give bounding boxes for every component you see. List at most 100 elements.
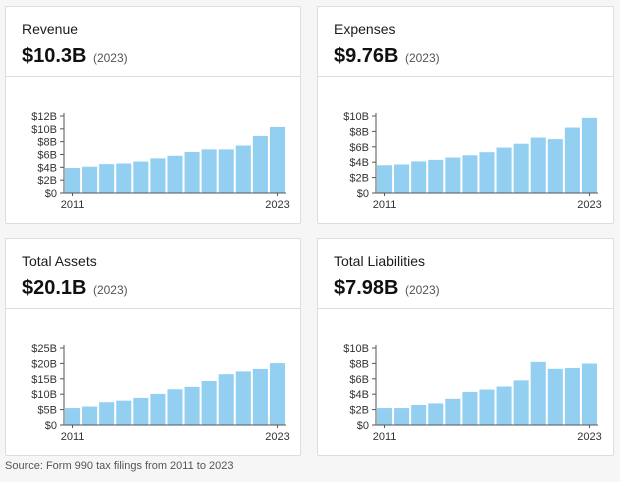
bar-2017	[479, 389, 495, 425]
bar-2011	[377, 408, 393, 425]
y-tick-label: $2B	[349, 405, 369, 417]
x-tick-label: 2023	[265, 431, 289, 443]
bar-2020	[218, 374, 234, 425]
bar-2021	[547, 139, 563, 193]
bar-2013	[411, 161, 427, 193]
x-tick-label: 2023	[265, 199, 289, 211]
bar-2014	[116, 400, 132, 425]
bar-2017	[167, 155, 183, 193]
y-tick-label: $4B	[37, 162, 57, 174]
y-tick-label: $0	[357, 420, 369, 432]
y-tick-label: $12B	[31, 111, 57, 123]
card-title: Revenue	[22, 21, 79, 37]
revenue-card: Revenue $10.3B (2023) $0 $2B $4B $6B $8B $10B…	[5, 6, 301, 224]
bar-2014	[428, 403, 444, 425]
bar-2020	[530, 361, 546, 425]
total-liabilities-bar-chart: $0 $2B $4B $6B $8B $10B 2011 2023	[343, 343, 601, 443]
bar-2016	[150, 158, 166, 193]
y-tick-label: $0	[45, 188, 57, 200]
x-tick-label: 2011	[373, 431, 397, 443]
bar-2021	[235, 371, 251, 425]
bar-2020	[530, 137, 546, 193]
x-tick-label: 2023	[577, 199, 601, 211]
total-assets-bar-chart: $0 $5B $10B $15B $20B $25B 2011 2023	[31, 343, 289, 443]
expenses-bar-chart: $0 $2B $4B $6B $8B $10B 2011 2023	[343, 111, 601, 211]
card-title: Total Liabilities	[334, 253, 426, 269]
bar-2019	[513, 143, 529, 193]
bar-2023	[581, 363, 597, 425]
bar-2012	[394, 164, 410, 193]
total-assets-card: Total Assets $20.1B (2023) $0 $5B $10B $15B…	[5, 238, 301, 456]
x-tick-label: 2011	[61, 199, 85, 211]
bar-2016	[150, 393, 166, 425]
card-header: Expenses $9.76B (2023)	[318, 7, 613, 77]
y-tick-label: $10B	[343, 111, 369, 123]
source-note: Source: Form 990 tax filings from 2011 t…	[5, 460, 234, 472]
bar-2015	[445, 157, 461, 193]
bar-2016	[462, 391, 478, 425]
bar-2018	[496, 147, 512, 193]
card-headline-year: (2023)	[404, 283, 440, 297]
bar-2018	[496, 386, 512, 425]
y-tick-label: $0	[45, 420, 57, 432]
card-title: Total Assets	[22, 253, 97, 269]
bar-2018	[184, 151, 200, 193]
y-tick-label: $10B	[343, 343, 369, 355]
bar-2015	[133, 397, 149, 425]
card-headline-year: (2023)	[92, 51, 128, 65]
y-tick-label: $6B	[37, 150, 57, 162]
revenue-bar-chart: $0$2B$4B$6B$8B$10B$12B 2011 2023	[31, 111, 289, 211]
bar-2018	[184, 386, 200, 425]
card-headline-value: $9.76B	[334, 45, 399, 67]
bar-2016	[462, 155, 478, 193]
bar-2020	[218, 149, 234, 193]
y-tick-label: $15B	[31, 374, 57, 386]
bar-2012	[82, 406, 98, 425]
bar-2015	[445, 398, 461, 425]
card-headline-value: $20.1B	[22, 277, 87, 299]
bar-2022	[252, 368, 268, 425]
expenses-card: Expenses $9.76B (2023) $0 $2B $4B $6B $8B $10…	[317, 6, 614, 224]
x-tick-label: 2023	[577, 431, 601, 443]
card-headline-year: (2023)	[404, 51, 440, 65]
y-tick-label: $10B	[31, 389, 57, 401]
card-header: Total Liabilities $7.98B (2023)	[318, 239, 613, 309]
bar-2012	[394, 408, 410, 425]
bar-2014	[428, 159, 444, 193]
bar-2019	[201, 380, 217, 425]
bar-2013	[99, 402, 115, 425]
bar-2012	[82, 166, 98, 193]
bar-2022	[252, 135, 268, 193]
bar-2021	[547, 368, 563, 425]
card-header: Revenue $10.3B (2023)	[6, 7, 300, 77]
card-header: Total Assets $20.1B (2023)	[6, 239, 300, 309]
card-headline-value: $7.98B	[334, 277, 399, 299]
y-tick-label: $8B	[349, 126, 369, 138]
y-tick-label: $8B	[37, 137, 57, 149]
y-tick-label: $2B	[349, 173, 369, 185]
card-headline-year: (2023)	[92, 283, 128, 297]
bar-2022	[564, 127, 580, 193]
y-tick-label: $10B	[31, 124, 57, 136]
bar-2022	[564, 368, 580, 425]
bar-2017	[167, 389, 183, 425]
bar-2021	[235, 145, 251, 193]
bar-2023	[269, 363, 285, 425]
y-tick-label: $4B	[349, 389, 369, 401]
y-tick-label: $6B	[349, 374, 369, 386]
bar-2017	[479, 152, 495, 193]
x-tick-label: 2011	[373, 199, 397, 211]
bar-2013	[411, 404, 427, 425]
card-title: Expenses	[334, 21, 396, 37]
bar-2023	[269, 126, 285, 193]
y-tick-label: $2B	[37, 175, 57, 187]
card-headline-value: $10.3B	[22, 45, 87, 67]
y-tick-label: $5B	[37, 405, 57, 417]
bar-2019	[201, 149, 217, 193]
y-tick-label: $6B	[349, 142, 369, 154]
bar-2011	[377, 165, 393, 193]
bar-2015	[133, 161, 149, 193]
bar-2013	[99, 164, 115, 193]
bar-2019	[513, 380, 529, 425]
y-tick-label: $0	[357, 188, 369, 200]
